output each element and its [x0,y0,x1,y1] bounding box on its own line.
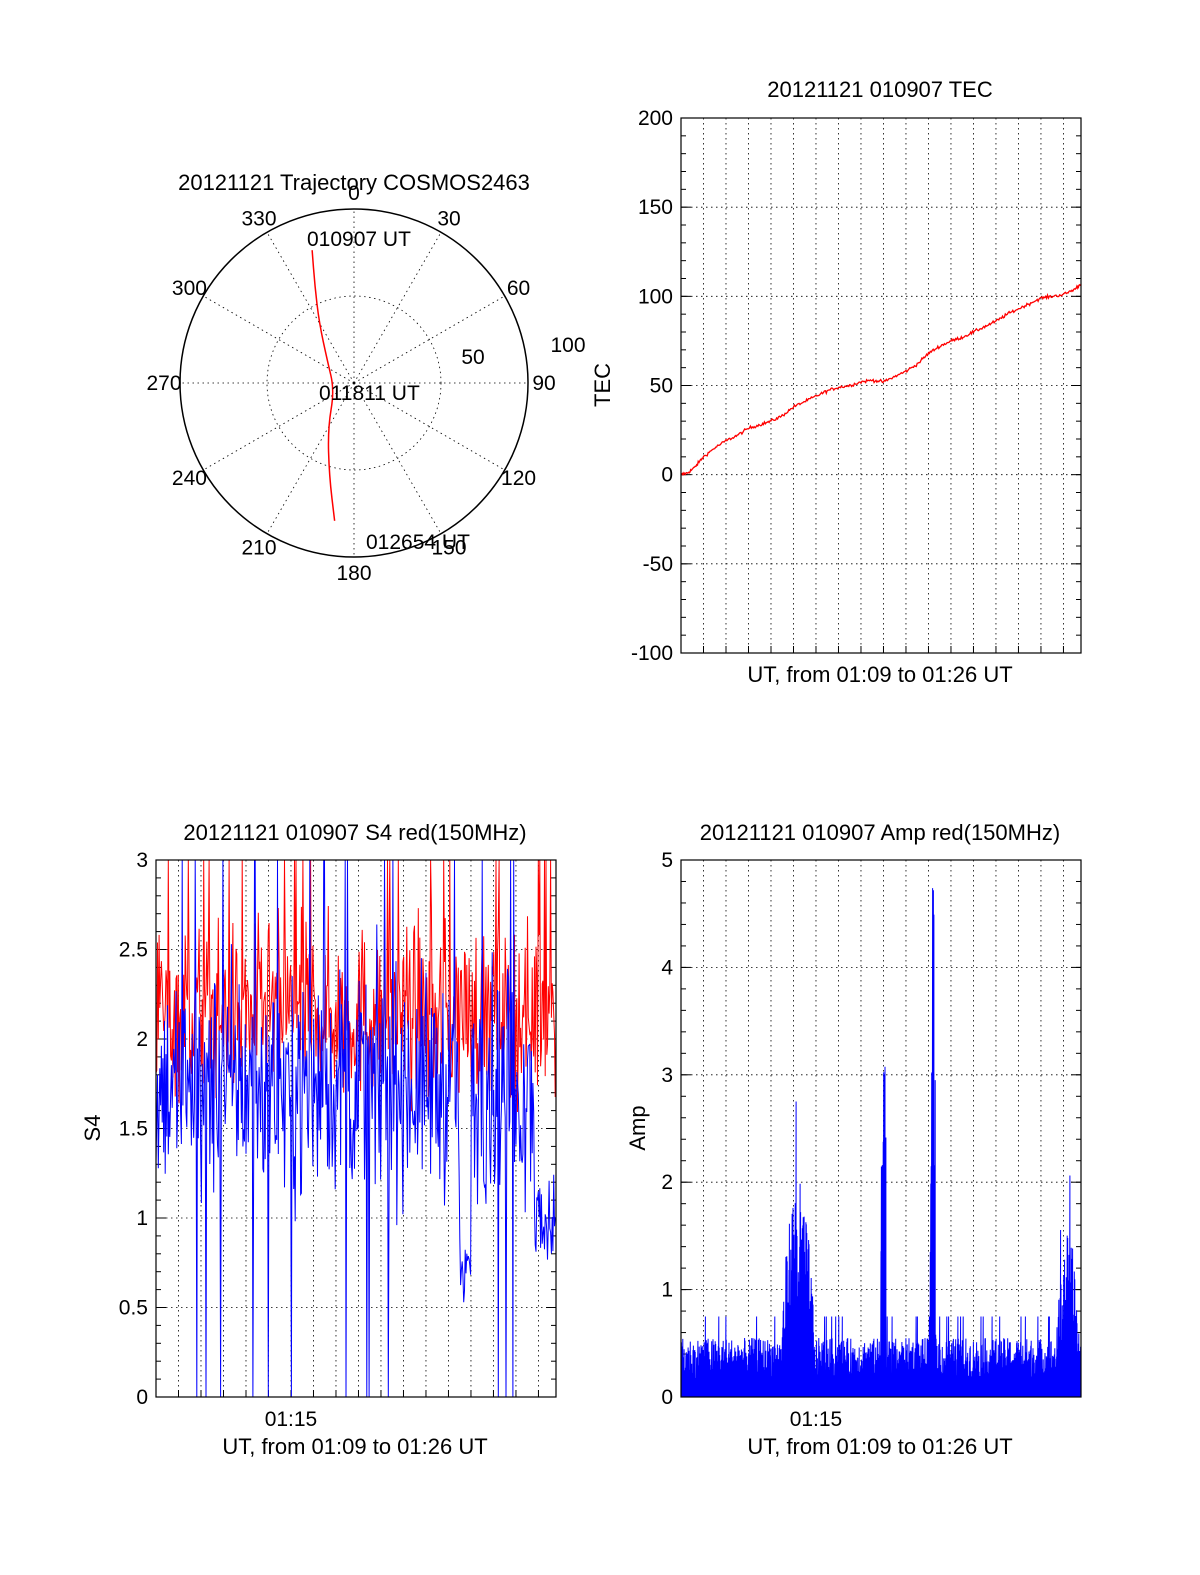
trajectory-annotation: 010907 UT [307,228,411,251]
trajectory-polar-plot: 20121121 Trajectory COSMOS2463 0 30 60 90 12… [146,170,585,585]
amp-xlabel: UT, from 01:09 to 01:26 UT [747,1434,1012,1459]
polar-angle-label: 180 [336,562,371,585]
s4-ytick-label: 1 [136,1207,148,1230]
polar-spoke [266,382,355,534]
amp-plot: 20121121 010907 Amp red(150MHz) UT, from… [625,820,1082,1459]
amp-ytick-label: 1 [661,1279,673,1302]
s4-plot: 20121121 010907 S4 red(150MHz) UT, from … [80,820,557,1459]
s4-ytick-label: 1.5 [119,1118,148,1141]
amp-ytick-label: 2 [661,1171,673,1194]
amp-xtick-label: 01:15 [790,1408,843,1431]
polar-spoke [353,382,505,471]
amp-ytick-label: 3 [661,1064,673,1087]
tec-ytick-label: 200 [638,107,673,130]
polar-spoke [203,295,355,384]
s4-frame [155,859,557,1398]
s4-ytick-label: 0 [136,1386,148,1409]
s4-ytick-label: 3 [136,849,148,872]
polar-angle-label: 60 [507,277,530,300]
amp-ylabel: Amp [625,1105,650,1150]
tec-ytick-label: 50 [650,375,673,398]
trajectory-annotation: 011811 UT [319,382,420,405]
amp-ytick-label: 4 [661,956,673,979]
s4-ytick-label: 0.5 [119,1297,148,1320]
amp-title: 20121121 010907 Amp red(150MHz) [700,820,1060,845]
s4-xtick-label: 01:15 [265,1408,318,1431]
polar-spoke [353,232,442,384]
polar-angle-label: 120 [501,467,536,490]
polar-angle-label: 210 [241,537,276,560]
polar-spoke [353,382,442,534]
tec-ytick-label: 100 [638,285,673,308]
polar-angle-label: 150 [431,537,466,560]
s4-series-blue [155,859,557,1398]
tec-series-line [680,283,1082,476]
polar-radial-label: 100 [550,334,585,357]
amp-series-blue [680,888,1082,1398]
s4-xlabel: UT, from 01:09 to 01:26 UT [222,1434,487,1459]
polar-spoke [353,295,505,384]
s4-title: 20121121 010907 S4 red(150MHz) [183,820,526,845]
polar-spoke [266,232,355,384]
tec-ytick-label: -100 [631,642,673,665]
polar-angle-label: 240 [172,467,207,490]
tec-ylabel: TEC [590,363,615,407]
tec-title: 20121121 010907 TEC [767,77,993,102]
trajectory-track [311,250,336,521]
tec-ytick-label: -50 [643,553,673,576]
polar-angle-label: 270 [146,372,181,395]
tec-xlabel: UT, from 01:09 to 01:26 UT [747,662,1012,687]
trajectory-annotation: 012654 UT [366,531,470,554]
tec-ytick-label: 150 [638,196,673,219]
polar-spoke [203,382,355,471]
amp-frame [680,859,1082,1398]
polar-angle-label: 330 [241,207,276,230]
polar-angle-label: 90 [532,372,555,395]
amp-ytick-label: 0 [661,1386,673,1409]
s4-ytick-label: 2 [136,1028,148,1051]
trajectory-title: 20121121 Trajectory COSMOS2463 [178,170,530,195]
s4-ytick-label: 2.5 [119,939,148,962]
polar-angle-label: 0 [348,182,360,205]
polar-inner-ring [266,295,442,471]
amp-ytick-label: 5 [661,849,673,872]
tec-frame [680,117,1082,654]
polar-angle-label: 30 [437,207,460,230]
s4-ylabel: S4 [80,1115,105,1142]
polar-angle-label: 300 [172,277,207,300]
tec-ytick-label: 0 [661,464,673,487]
polar-radial-label: 50 [461,346,484,369]
tec-plot: 20121121 010907 TEC UT, from 01:09 to 01… [590,77,1082,687]
polar-outer-ring [179,208,529,558]
